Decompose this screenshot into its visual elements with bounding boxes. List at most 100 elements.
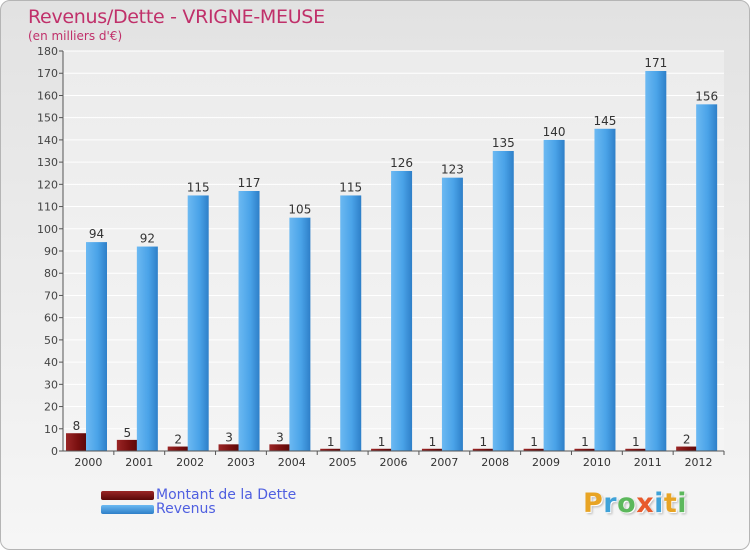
- y-tick-label: 40: [44, 356, 58, 369]
- bar-revenue-2000: [86, 242, 107, 451]
- logo-letter: P: [583, 488, 604, 519]
- bar-revenue-2007: [441, 177, 463, 451]
- data-label-debt-2007: 1: [429, 435, 437, 449]
- x-tick-label-2008: 2008: [481, 456, 509, 469]
- data-label-revenue-2010: 145: [594, 114, 617, 128]
- bar-debt-2004: [269, 444, 291, 451]
- y-tick-label: 140: [37, 134, 58, 147]
- x-tick-label-2000: 2000: [74, 456, 102, 469]
- bar-debt-2001: [116, 439, 138, 451]
- logo-letter: i: [677, 488, 688, 519]
- data-label-debt-2010: 1: [581, 435, 589, 449]
- legend-swatch-revenue: [101, 505, 154, 514]
- data-label-revenue-2002: 115: [187, 180, 210, 194]
- legend-swatch-debt: [101, 491, 154, 500]
- x-tick-label-2009: 2009: [532, 456, 560, 469]
- x-tick-label-2004: 2004: [278, 456, 306, 469]
- logo-letter: r: [603, 488, 618, 519]
- data-label-revenue-2008: 135: [492, 136, 515, 150]
- y-tick-label: 30: [44, 378, 58, 391]
- x-tick-label-2003: 2003: [227, 456, 255, 469]
- x-tick-label-2012: 2012: [685, 456, 713, 469]
- y-tick-label: 10: [44, 423, 58, 436]
- y-tick-label: 120: [37, 178, 58, 191]
- x-tick-label-2005: 2005: [329, 456, 357, 469]
- logo-letter: x: [636, 488, 655, 519]
- x-tick-label-2002: 2002: [176, 456, 204, 469]
- bar-revenue-2010: [594, 128, 616, 451]
- legend-label-revenue: Revenus: [156, 501, 216, 517]
- y-tick-label: 20: [44, 401, 58, 414]
- bar-debt-2003: [218, 444, 240, 451]
- bar-debt-2000: [66, 433, 87, 451]
- y-tick-label: 70: [44, 289, 58, 302]
- y-tick-label: 0: [51, 445, 58, 458]
- y-tick-label: 80: [44, 267, 58, 280]
- data-label-revenue-2009: 140: [543, 125, 566, 139]
- bar-revenue-2006: [391, 171, 413, 451]
- bar-revenue-2002: [187, 195, 209, 451]
- bar-debt-2006: [371, 448, 393, 451]
- data-label-debt-2008: 1: [479, 435, 487, 449]
- data-label-debt-2012: 2: [683, 433, 691, 447]
- bar-revenue-2008: [492, 151, 514, 451]
- chart-subtitle: (en milliers d'€): [28, 29, 123, 43]
- x-tick-label-2010: 2010: [583, 456, 611, 469]
- data-label-debt-2006: 1: [378, 435, 386, 449]
- data-label-revenue-2012: 156: [695, 89, 718, 103]
- data-label-revenue-2011: 171: [644, 56, 667, 70]
- x-tick-label-2011: 2011: [634, 456, 662, 469]
- logo-letter: o: [617, 488, 637, 519]
- bar-debt-2002: [167, 446, 189, 451]
- data-label-revenue-2003: 117: [238, 176, 261, 190]
- bar-debt-2005: [320, 448, 342, 451]
- data-label-revenue-2004: 105: [288, 203, 311, 217]
- chart-title: Revenus/Dette - VRIGNE-MEUSE: [28, 6, 325, 28]
- logo-letter: i: [654, 488, 664, 519]
- y-tick-label: 180: [37, 45, 58, 58]
- data-label-debt-2002: 2: [174, 433, 182, 447]
- y-tick-label: 170: [37, 67, 58, 80]
- data-label-debt-2000: 8: [73, 419, 81, 433]
- y-tick-label: 150: [37, 112, 58, 125]
- y-tick-label: 130: [37, 156, 58, 169]
- bar-debt-2008: [472, 448, 494, 451]
- data-label-revenue-2007: 123: [441, 163, 464, 177]
- data-label-debt-2004: 3: [276, 430, 284, 444]
- x-tick-label-2001: 2001: [125, 456, 153, 469]
- x-tick-label-2006: 2006: [380, 456, 408, 469]
- data-label-debt-2005: 1: [327, 435, 335, 449]
- bar-revenue-2011: [645, 71, 667, 451]
- data-label-debt-2001: 5: [124, 426, 132, 440]
- bar-revenue-2012: [696, 104, 718, 451]
- x-tick-label-2007: 2007: [430, 456, 458, 469]
- y-tick-label: 50: [44, 334, 58, 347]
- legend-label-debt: Montant de la Dette: [156, 487, 297, 503]
- bar-revenue-2004: [289, 217, 311, 451]
- bar-revenue-2009: [543, 139, 565, 451]
- bar-debt-2010: [574, 448, 596, 451]
- data-label-revenue-2006: 126: [390, 156, 413, 170]
- bar-debt-2011: [625, 448, 647, 451]
- bar-debt-2009: [523, 448, 545, 451]
- data-label-revenue-2000: 94: [89, 227, 104, 241]
- data-label-debt-2009: 1: [530, 435, 538, 449]
- y-tick-label: 90: [44, 245, 58, 258]
- y-tick-label: 160: [37, 89, 58, 102]
- data-label-debt-2003: 3: [225, 430, 233, 444]
- y-tick-label: 100: [37, 223, 58, 236]
- bar-revenue-2005: [340, 195, 362, 451]
- data-label-debt-2011: 1: [632, 435, 640, 449]
- bar-debt-2007: [421, 448, 443, 451]
- bar-revenue-2001: [136, 246, 158, 451]
- y-tick-label: 110: [37, 201, 58, 214]
- bar-revenue-2003: [238, 191, 260, 451]
- data-label-revenue-2005: 115: [339, 180, 362, 194]
- proxiti-logo: Proxiti: [583, 488, 687, 519]
- y-tick-label: 60: [44, 312, 58, 325]
- bar-debt-2012: [676, 446, 698, 451]
- logo-letter: t: [663, 488, 678, 519]
- data-label-revenue-2001: 92: [140, 232, 155, 246]
